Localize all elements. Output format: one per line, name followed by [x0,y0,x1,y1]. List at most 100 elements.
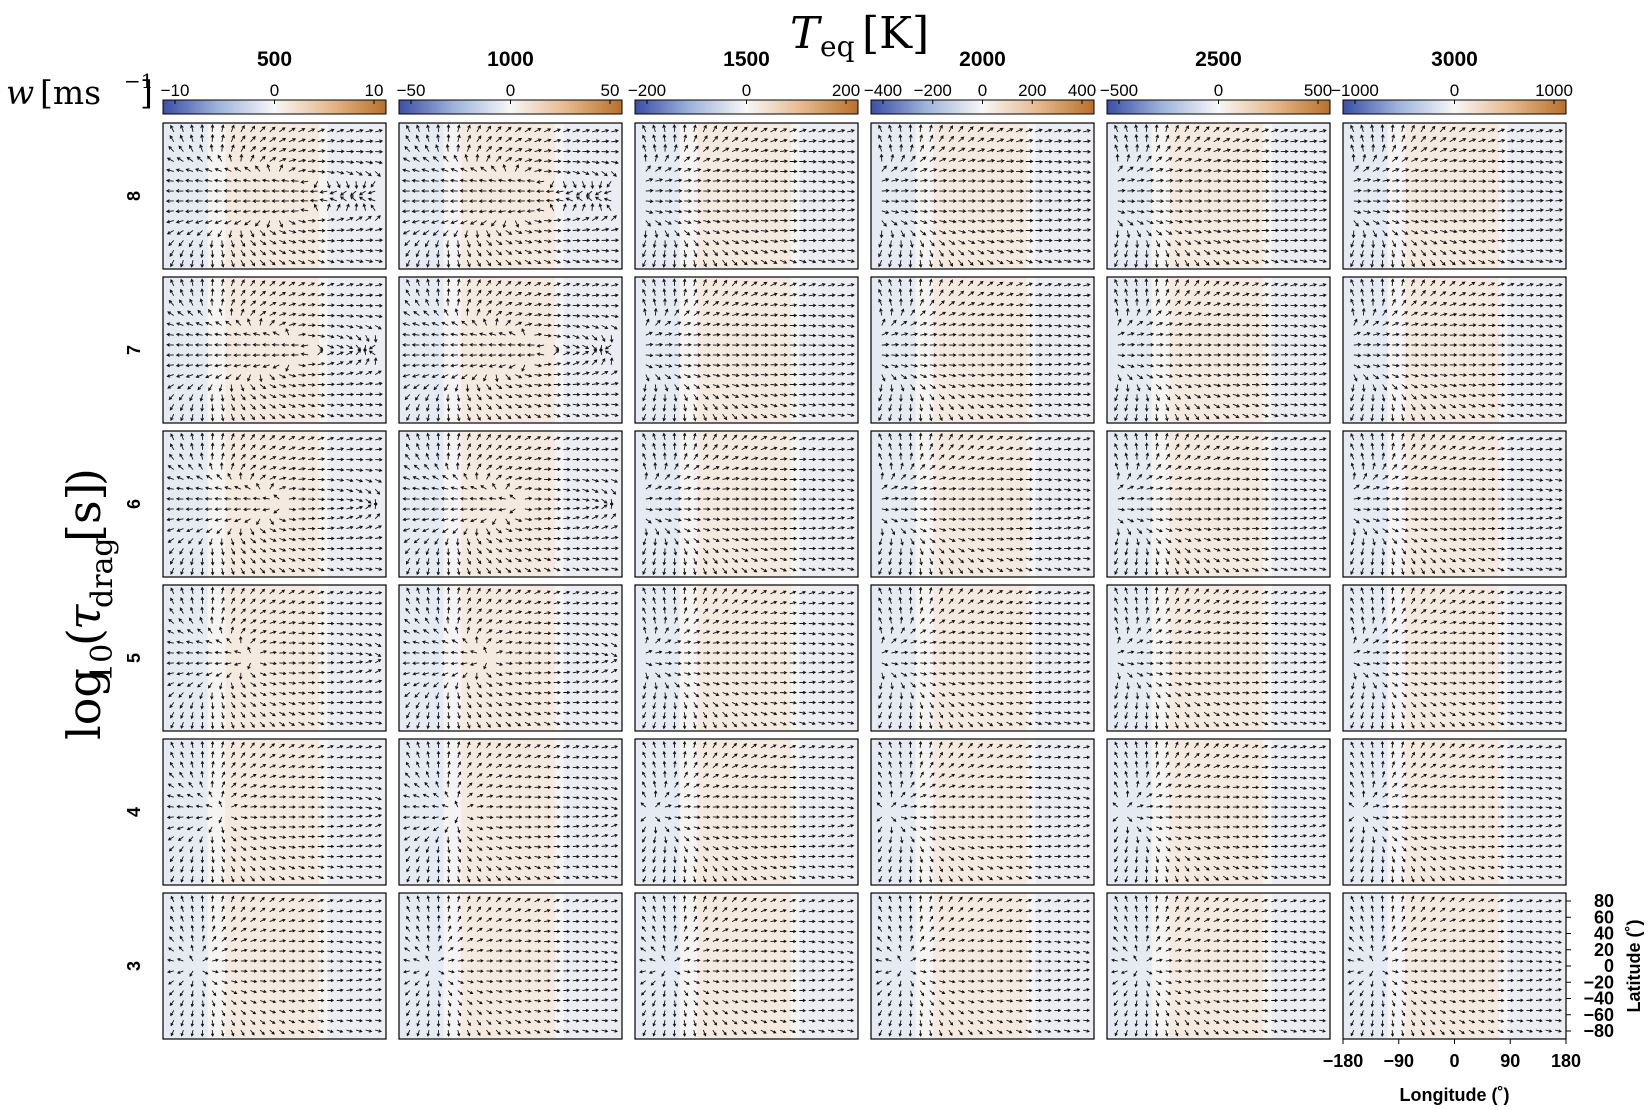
row-label-log-tau: 8 [124,191,144,201]
arrow-field [642,586,855,730]
downwelling-band [635,739,680,885]
panel-frame [1106,122,1331,270]
arrow-vectors [1347,895,1563,1037]
column-header-teq: 2000 [959,48,1006,71]
downwelling-band [564,277,622,423]
arrow-field [1348,740,1563,884]
upwelling-band [225,277,320,423]
downwelling-band [163,893,208,1039]
downwelling-band [800,123,858,269]
svg-text:[K]: [K] [862,8,929,59]
colorbar-tick-label: −400 [864,81,902,100]
arrow-field [642,432,855,576]
downwelling-band [1272,431,1330,577]
panel-frame [398,122,623,270]
upwelling-band [697,739,792,885]
downwelling-band [163,739,208,885]
downwelling-band [163,585,208,731]
vector-panel [634,584,859,732]
arrow-field [166,740,383,884]
downwelling-band [1343,893,1388,1039]
colorbar-tick-label: −200 [914,81,952,100]
svg-text:): ) [57,468,111,486]
panel-frame [1106,430,1331,578]
arrow-vectors [402,432,619,576]
panel-frame [1342,122,1567,270]
arrow-field [878,586,1091,730]
arrow-field [878,278,1091,422]
downwelling-band [328,893,386,1039]
vector-panel [398,122,623,270]
colorbar-tick-label: −500 [1100,81,1138,100]
panel-frame [634,430,859,578]
colorbar-tick-label: −50 [397,81,426,100]
arrow-field [1114,586,1327,730]
arrow-vectors [1350,123,1564,269]
svg-text:]: ] [140,73,153,112]
panel-frame [1342,584,1567,732]
arrow-vectors [640,740,855,884]
arrow-field [401,123,620,269]
downwelling-band [1272,277,1330,423]
arrow-field [167,895,383,1037]
arrow-field [1350,123,1564,269]
arrow-vectors [166,586,383,730]
upwelling-band [697,277,792,423]
arrow-vectors [1112,740,1327,884]
panel-frame [398,430,623,578]
y-axis-label: Latitude (˚) [1624,920,1644,1013]
vector-panel [870,738,1095,886]
arrow-field [165,123,384,269]
downwelling-band [328,585,386,731]
panel-frame [398,276,623,424]
row-label-log-tau: 7 [124,345,144,355]
downwelling-band [1272,739,1330,885]
upwelling-band [1169,739,1264,885]
colorbar-tick-label: 0 [978,81,987,100]
arrow-field [402,740,619,884]
arrow-field [876,740,1091,884]
arrow-vectors [1114,123,1328,269]
arrow-field [878,432,1091,576]
upwelling-band [461,277,556,423]
colorbar-tick-label: 200 [832,81,860,100]
arrow-field [166,432,383,576]
downwelling-band [1036,893,1094,1039]
panel-frame [1342,738,1567,886]
panel-frame [162,892,387,1040]
arrow-field [402,586,619,730]
panel-frame [870,122,1095,270]
vector-panel [162,276,387,424]
arrow-vectors [1114,278,1327,422]
downwelling-band [871,739,916,885]
vector-panel [634,430,859,578]
downwelling-band [1508,739,1566,885]
panel-frame [1342,430,1567,578]
downwelling-band [1107,585,1152,731]
x-tick-label: −90 [1383,1051,1414,1071]
upwelling-band [225,893,320,1039]
upwelling-band [1169,123,1264,269]
downwelling-band [871,431,916,577]
vector-panel [870,430,1095,578]
downwelling-band [1107,431,1152,577]
arrow-vectors [878,432,1091,576]
downwelling-band [1036,123,1094,269]
x-tick-label: −180 [1323,1051,1364,1071]
arrow-field [1114,278,1327,422]
downwelling-band [328,739,386,885]
downwelling-band [328,123,386,269]
downwelling-band [1036,431,1094,577]
vector-panel [398,584,623,732]
downwelling-band [1343,431,1388,577]
upwelling-band [697,431,792,577]
downwelling-band [328,431,386,577]
panel-frame [1106,276,1331,424]
svg-text:[s]: [s] [57,483,111,543]
colorbar-tick-label: 0 [1450,81,1459,100]
upwelling-band [1405,739,1500,885]
arrow-field [1350,432,1563,576]
arrow-vectors [1114,432,1327,576]
column-header-teq: 1500 [723,48,770,71]
